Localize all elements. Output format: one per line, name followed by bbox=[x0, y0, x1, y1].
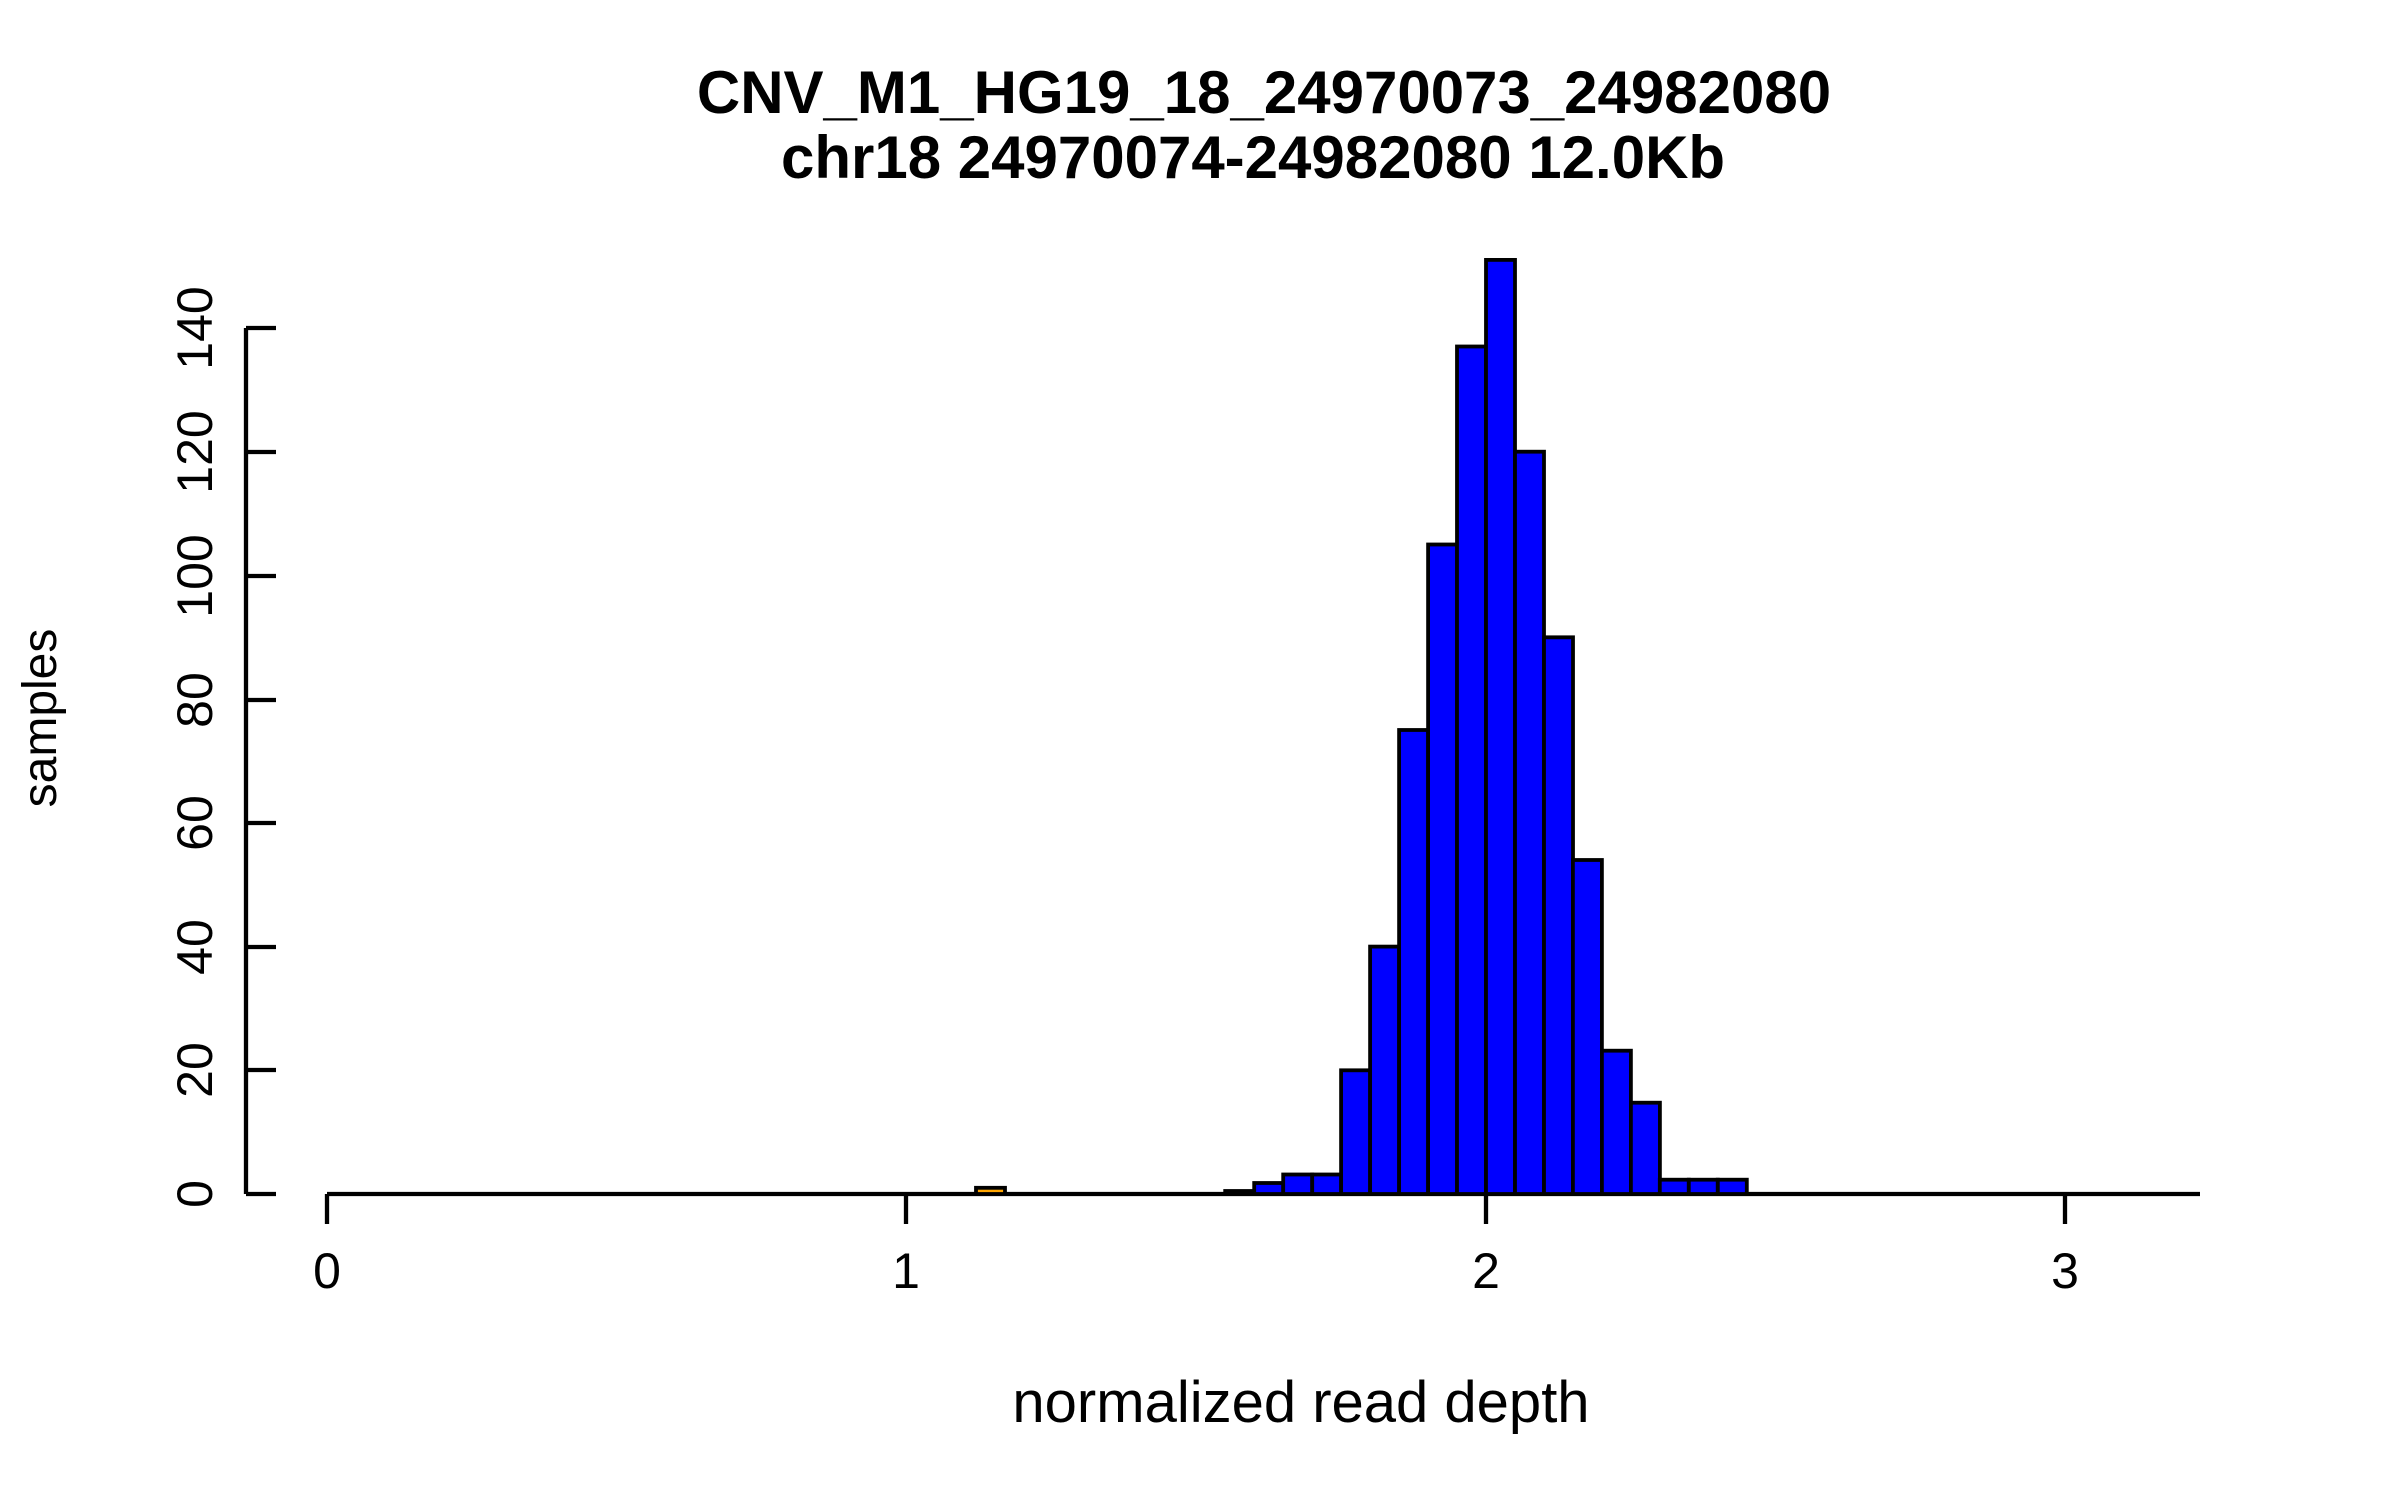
svg-text:normalized read depth: normalized read depth bbox=[1012, 1370, 1589, 1435]
svg-text:samples: samples bbox=[14, 629, 67, 808]
svg-text:0: 0 bbox=[313, 1243, 341, 1299]
svg-text:2: 2 bbox=[1472, 1243, 1500, 1299]
svg-text:140: 140 bbox=[167, 286, 223, 369]
svg-text:40: 40 bbox=[167, 919, 223, 975]
svg-text:20: 20 bbox=[167, 1042, 223, 1098]
svg-text:1: 1 bbox=[892, 1243, 920, 1299]
svg-text:80: 80 bbox=[167, 672, 223, 728]
svg-text:120: 120 bbox=[167, 410, 223, 493]
svg-text:CNV_M1_HG19_18_24970073_249820: CNV_M1_HG19_18_24970073_24982080 bbox=[697, 59, 1831, 126]
svg-text:chr18 24970074-24982080 12.0Kb: chr18 24970074-24982080 12.0Kb bbox=[781, 124, 1725, 191]
svg-text:100: 100 bbox=[167, 534, 223, 617]
svg-text:0: 0 bbox=[167, 1180, 223, 1208]
svg-text:3: 3 bbox=[2051, 1243, 2079, 1299]
svg-text:60: 60 bbox=[167, 795, 223, 851]
